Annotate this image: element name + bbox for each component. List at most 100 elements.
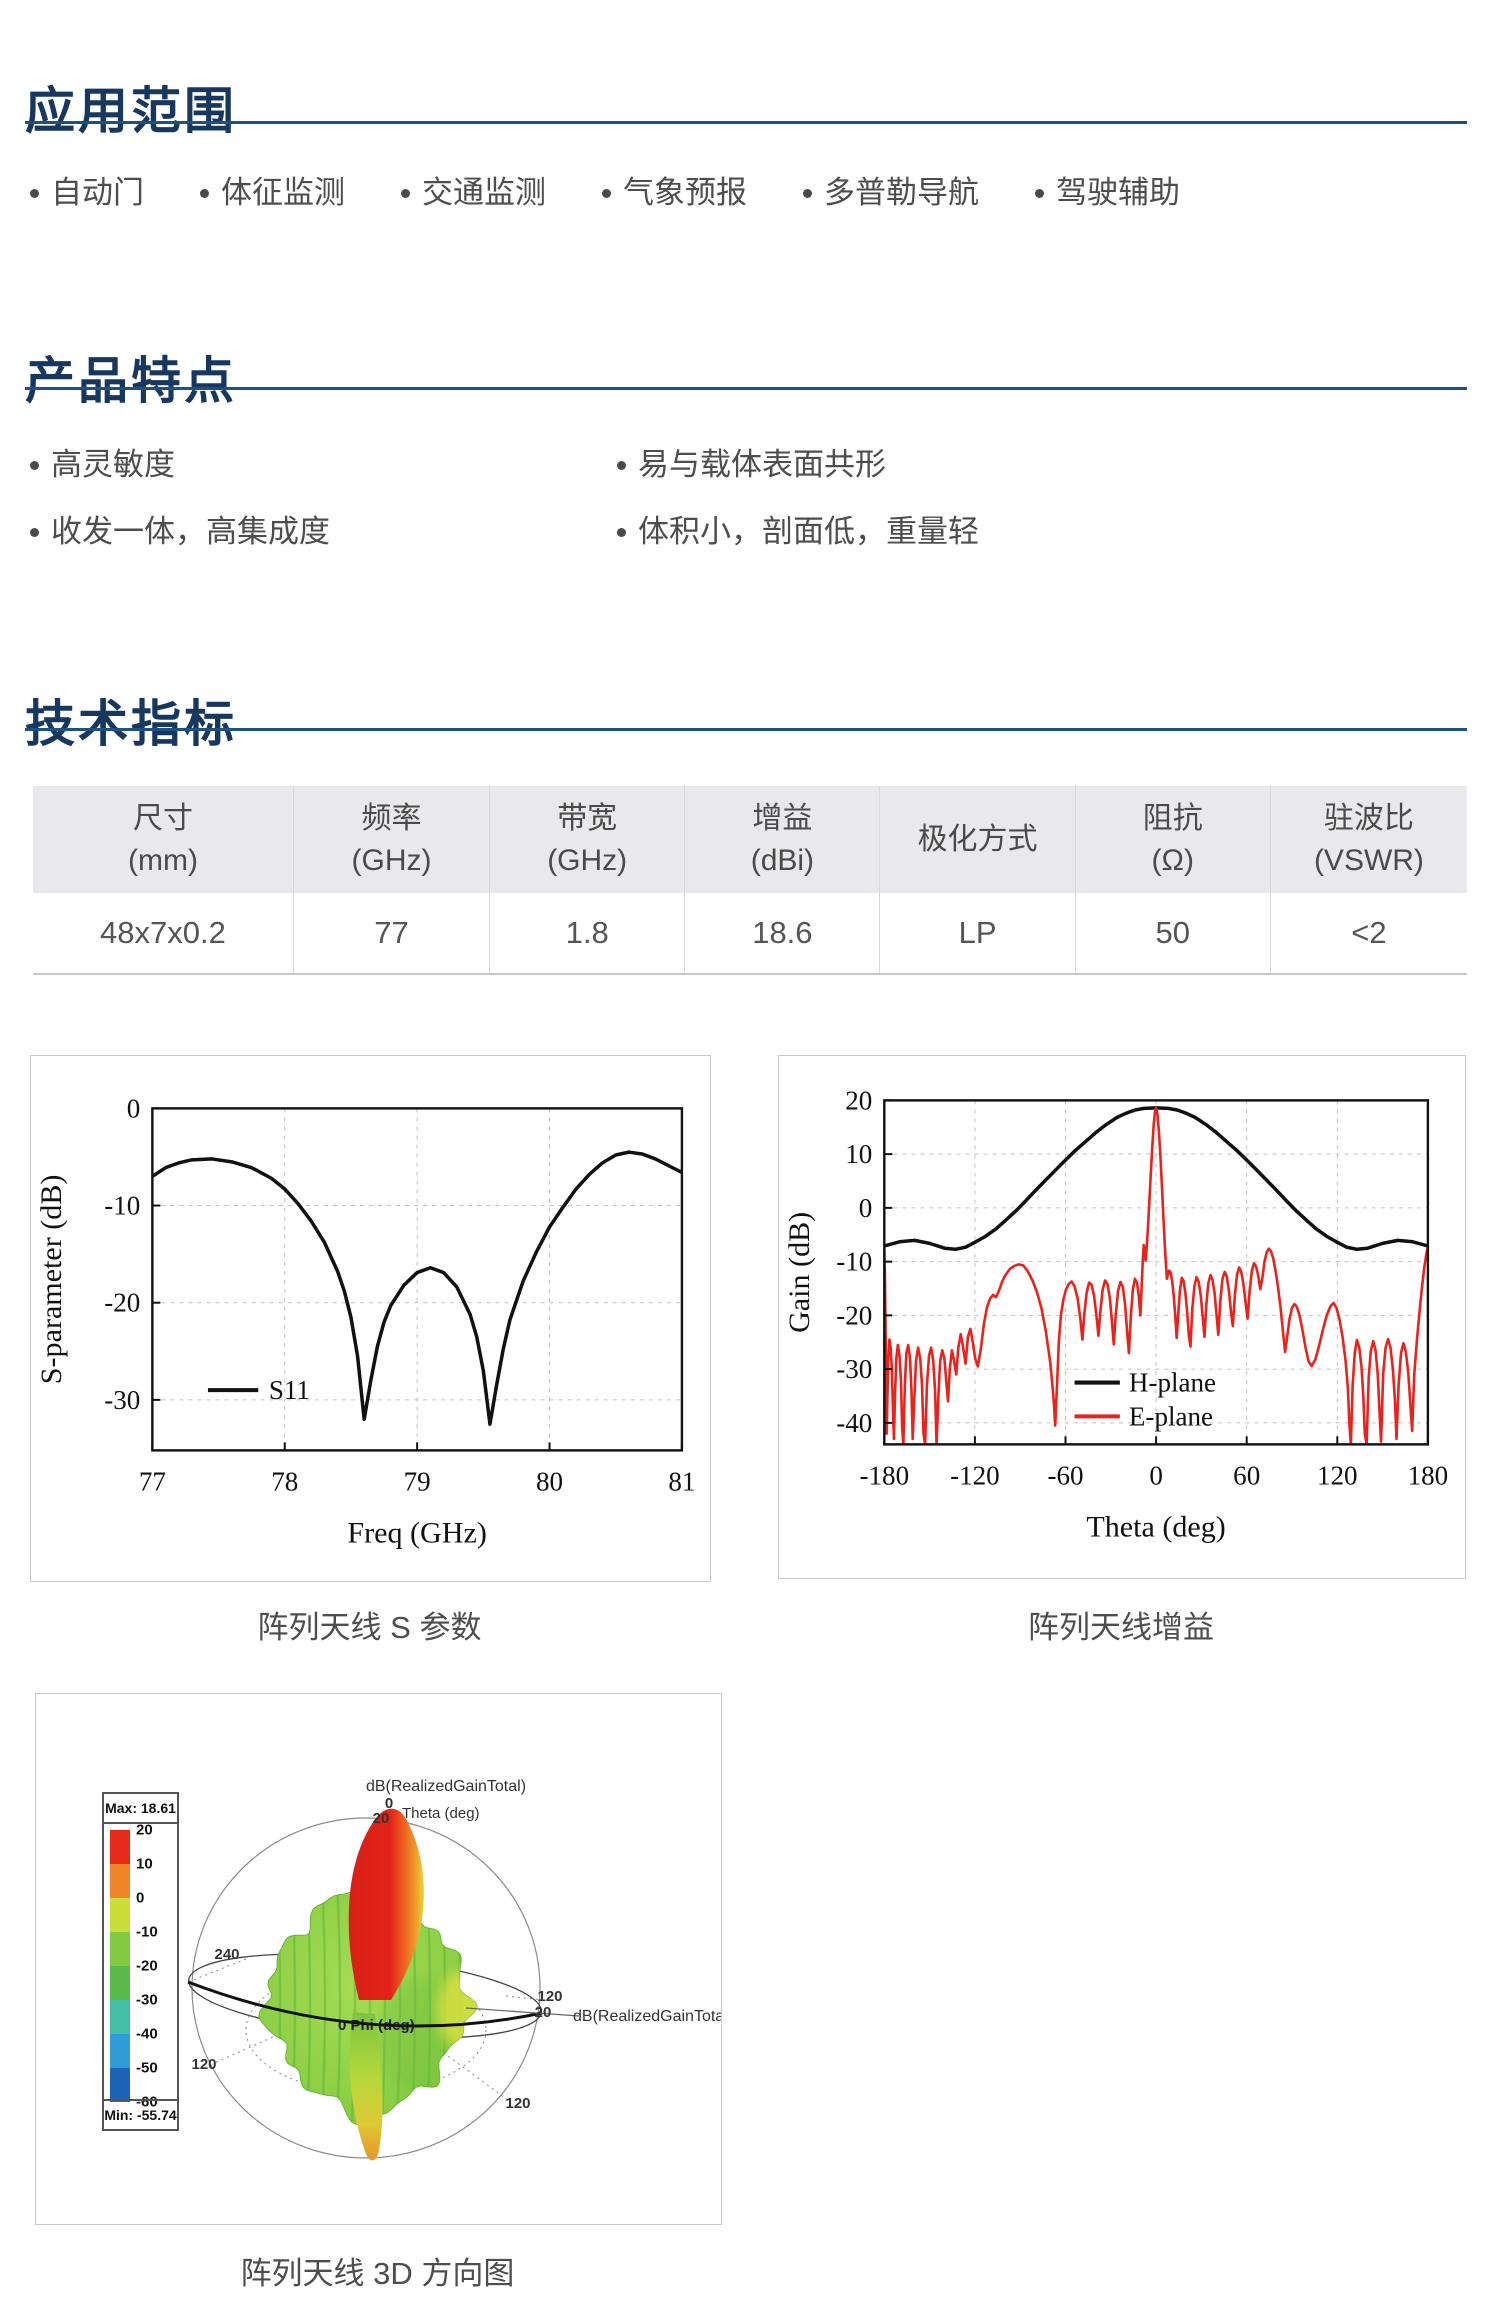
gain-chart: -180 -120 -60 0 60 120 180 20 10 0 -10 -20 -30 -40 The… — [778, 1055, 1466, 1579]
application-item: 气象预报 — [602, 174, 747, 212]
pattern-3d-caption: 阵列天线 3D 方向图 — [240, 2256, 515, 2291]
colorbar-segment — [110, 1966, 130, 2000]
pattern-3d-label: 120 — [505, 2095, 530, 2112]
svg-text:-30: -30 — [104, 1385, 140, 1415]
svg-text:S11: S11 — [269, 1375, 310, 1405]
section-title-features: 产品特点 — [25, 352, 237, 409]
svg-text:0: 0 — [1149, 1460, 1163, 1490]
svg-text:-60: -60 — [1047, 1460, 1083, 1490]
spec-value-cell: 77 — [293, 893, 490, 973]
spec-value-cell: LP — [880, 893, 1075, 973]
features-column-right: 易与载体表面共形体积小，剖面低，重量轻 — [617, 446, 979, 551]
svg-text:10: 10 — [845, 1139, 872, 1169]
bullet-dot-icon — [1035, 188, 1044, 198]
spec-column: 驻波比 (VSWR) <2 — [1270, 786, 1468, 973]
bullet-dot-icon — [200, 188, 209, 198]
colorbar-segment — [110, 2034, 130, 2068]
colorbar-min-label: Min: -55.74 — [104, 2099, 177, 2129]
colorbar-tick-label: -30 — [136, 1991, 158, 2009]
pattern-3d-label: 120 — [537, 1988, 562, 2005]
pattern-3d-label: 120 — [191, 2056, 216, 2073]
colorbar-tick-label: 0 — [136, 1889, 145, 1907]
application-item-label: 自动门 — [51, 175, 144, 210]
svg-text:-20: -20 — [836, 1300, 872, 1330]
svg-text:80: 80 — [536, 1467, 563, 1497]
svg-text:180: 180 — [1408, 1460, 1449, 1490]
section-divider — [25, 387, 1467, 390]
bullet-dot-icon — [617, 460, 626, 470]
application-item: 多普勒导航 — [803, 174, 979, 212]
colorbar-segment — [110, 1864, 130, 1898]
svg-text:-120: -120 — [950, 1460, 1000, 1490]
colorbar-scale — [110, 1830, 130, 2102]
spec-value-cell: 48x7x0.2 — [33, 893, 293, 973]
colorbar-tick-label: -10 — [136, 1923, 158, 1941]
spec-header-cell: 尺寸 (mm) — [33, 786, 293, 893]
feature-item-label: 易与载体表面共形 — [638, 447, 886, 482]
colorbar-segment — [110, 1932, 130, 1966]
spec-header-cell: 极化方式 — [880, 786, 1075, 893]
spec-column: 带宽 (GHz) 1.8 — [490, 786, 686, 973]
application-item: 交通监测 — [401, 174, 546, 212]
svg-text:-180: -180 — [860, 1460, 910, 1490]
svg-text:20: 20 — [845, 1085, 872, 1115]
bullet-dot-icon — [30, 188, 39, 198]
application-item: 体征监测 — [200, 174, 345, 212]
spec-value-cell: 50 — [1075, 893, 1270, 973]
spec-header-cell: 驻波比 (VSWR) — [1270, 786, 1468, 893]
svg-text:-30: -30 — [836, 1354, 872, 1384]
svg-text:H-plane: H-plane — [1129, 1368, 1216, 1398]
pattern-3d-label: 20 — [373, 1810, 390, 1827]
feature-item: 易与载体表面共形 — [617, 446, 979, 484]
section-divider — [25, 121, 1467, 124]
feature-item-label: 体积小，剖面低，重量轻 — [638, 514, 979, 549]
spec-column: 极化方式 LP — [880, 786, 1076, 973]
spec-header-cell: 带宽 (GHz) — [490, 786, 685, 893]
svg-text:Gain (dB): Gain (dB) — [782, 1212, 816, 1333]
svg-text:-10: -10 — [836, 1247, 872, 1277]
application-item: 驾驶辅助 — [1035, 174, 1180, 212]
application-item-label: 多普勒导航 — [824, 175, 979, 210]
feature-item: 体积小，剖面低，重量轻 — [617, 513, 979, 551]
application-item-label: 驾驶辅助 — [1056, 175, 1180, 210]
colorbar-segment — [110, 1830, 130, 1864]
svg-text:Theta (deg): Theta (deg) — [1086, 1510, 1225, 1544]
pattern-3d-label: Theta (deg) — [402, 1805, 480, 1822]
colorbar-legend: Max: 18.61 20 10 0 -10 -20 -30 -40 -50 -60 Min: -5… — [102, 1792, 179, 2131]
section-title-applications: 应用范围 — [25, 82, 237, 139]
svg-text:0: 0 — [859, 1193, 873, 1223]
svg-text:79: 79 — [404, 1467, 431, 1497]
feature-item: 收发一体，高集成度 — [30, 513, 330, 551]
gain-chart-caption: 阵列天线增益 — [1028, 1610, 1214, 1645]
colorbar-segment — [110, 1898, 130, 1932]
feature-item: 高灵敏度 — [30, 446, 330, 484]
section-title-specs: 技术指标 — [25, 695, 237, 752]
svg-text:-20: -20 — [104, 1288, 140, 1318]
svg-text:Freq (GHz): Freq (GHz) — [347, 1516, 486, 1550]
svg-text:0: 0 — [127, 1093, 141, 1123]
spec-value-cell: 18.6 — [685, 893, 880, 973]
colorbar-segment — [110, 2000, 130, 2034]
feature-item-label: 高灵敏度 — [51, 447, 175, 482]
spec-column: 增益 (dBi) 18.6 — [685, 786, 881, 973]
svg-text:77: 77 — [139, 1467, 166, 1497]
application-item-label: 体征监测 — [221, 175, 345, 210]
svg-text:E-plane: E-plane — [1129, 1401, 1213, 1431]
application-item-label: 气象预报 — [623, 175, 747, 210]
spec-column: 阻抗 (Ω) 50 — [1075, 786, 1271, 973]
bullet-dot-icon — [602, 188, 611, 198]
svg-text:60: 60 — [1233, 1460, 1260, 1490]
pattern-3d-label: 20 — [535, 2004, 552, 2021]
features-column-left: 高灵敏度收发一体，高集成度 — [30, 446, 330, 551]
section-divider — [25, 728, 1467, 731]
svg-text:78: 78 — [271, 1467, 298, 1497]
applications-list: 自动门 体征监测 交通监测 气象预报 多普勒导航 驾驶辅助 — [30, 174, 1180, 212]
specs-table: 尺寸 (mm) 48x7x0.2 频率 (GHz) 77 带宽 (GHz) 1.8 增益 (dBi)… — [33, 786, 1468, 975]
spec-column: 频率 (GHz) 77 — [293, 786, 491, 973]
spec-column: 尺寸 (mm) 48x7x0.2 — [33, 786, 294, 973]
pattern-3d-label: 240 — [214, 1946, 239, 1963]
colorbar-tick-label: -20 — [136, 1957, 158, 1975]
pattern-3d-label: 0 — [385, 1795, 393, 1812]
s-parameter-chart-caption: 阵列天线 S 参数 — [257, 1610, 482, 1645]
